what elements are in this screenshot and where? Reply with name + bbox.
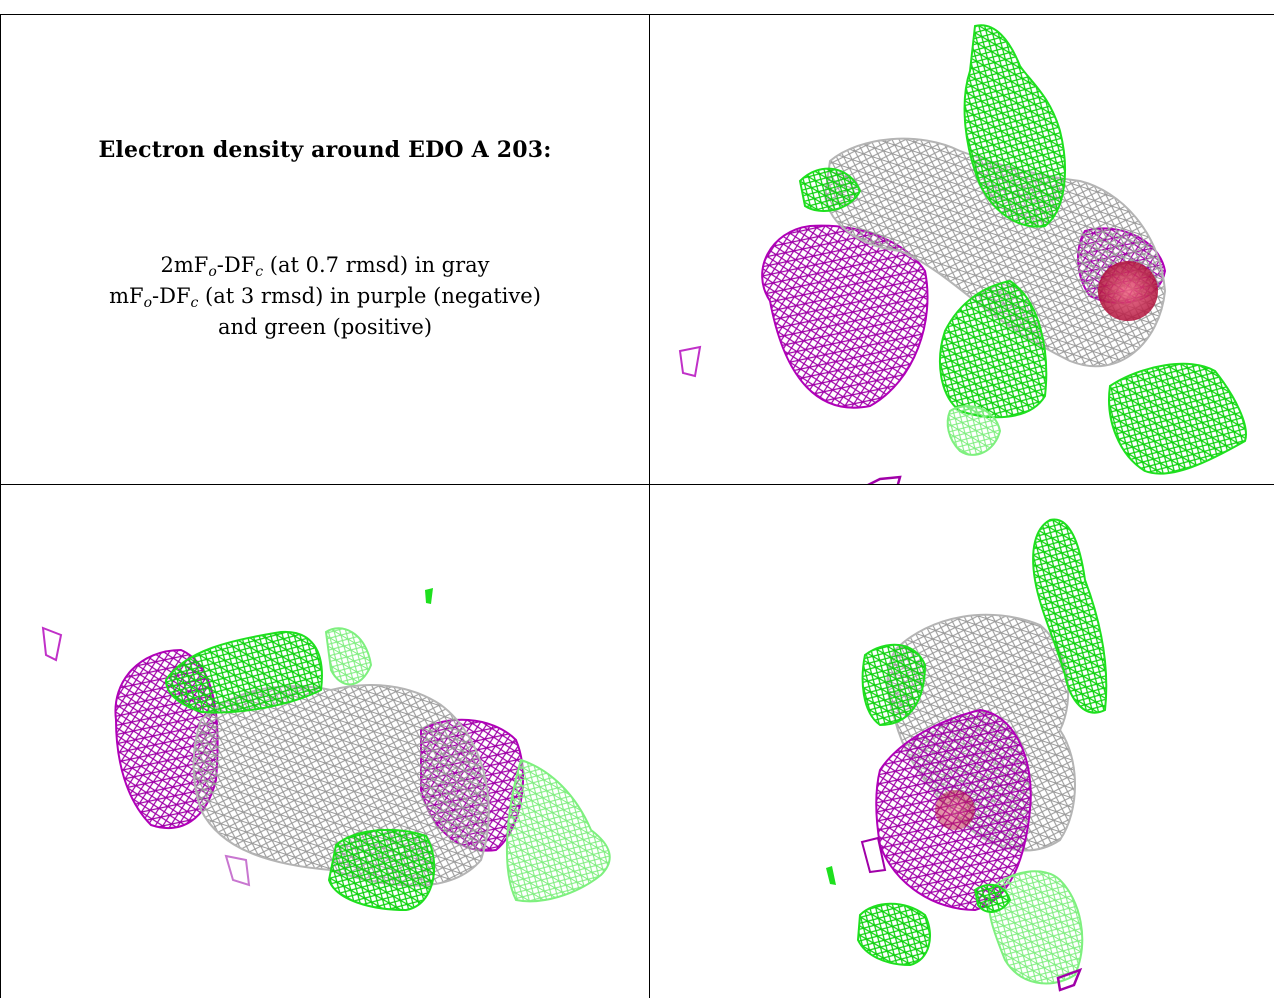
- figure-title: Electron density around EDO A 203:: [98, 137, 552, 163]
- negative-density-fragment: [678, 345, 702, 378]
- positive-density-blob: [861, 643, 927, 727]
- positive-density-fragment: [425, 588, 433, 604]
- density-view-2: [0, 485, 650, 998]
- caption-line-positive: and green (positive): [217, 315, 433, 339]
- density-view-3-render: [826, 518, 1108, 992]
- negative-density-fragment: [867, 475, 902, 484]
- oxygen-atom-sphere: [1098, 261, 1158, 321]
- positive-density-blob: [946, 405, 1002, 456]
- positive-density-blob: [973, 883, 1012, 913]
- caption-cell: [0, 14, 650, 485]
- caption-line-difference: mFo-DFc (at 3 rmsd) in purple (negative): [109, 284, 541, 311]
- positive-density-blob: [1032, 518, 1108, 714]
- positive-density-blob: [327, 828, 436, 912]
- positive-density-blob: [939, 279, 1048, 419]
- positive-density-blob: [505, 758, 611, 903]
- density-view-1: [650, 14, 1274, 485]
- caption-line-gray: 2mFo-DFc (at 0.7 rmsd) in gray: [160, 253, 490, 280]
- positive-density-blob: [1108, 362, 1247, 475]
- negative-density-blob: [761, 224, 929, 409]
- positive-density-blob: [798, 167, 862, 212]
- density-view-2-render: [41, 588, 611, 912]
- density-view-3: [650, 485, 1274, 998]
- positive-density-blob: [963, 24, 1066, 228]
- negative-density-fragment: [41, 626, 63, 662]
- positive-density-blob: [987, 870, 1084, 985]
- negative-density-fragment: [1056, 967, 1083, 992]
- positive-density-blob: [164, 630, 323, 714]
- density-view-1-render: [678, 24, 1247, 484]
- positive-density-blob: [856, 902, 931, 967]
- positive-density-fragment: [826, 866, 836, 885]
- oxygen-atom-sphere: [935, 790, 975, 830]
- negative-density-fragment: [224, 854, 251, 887]
- negative-density-fragment: [860, 836, 887, 874]
- positive-density-blob: [324, 627, 373, 686]
